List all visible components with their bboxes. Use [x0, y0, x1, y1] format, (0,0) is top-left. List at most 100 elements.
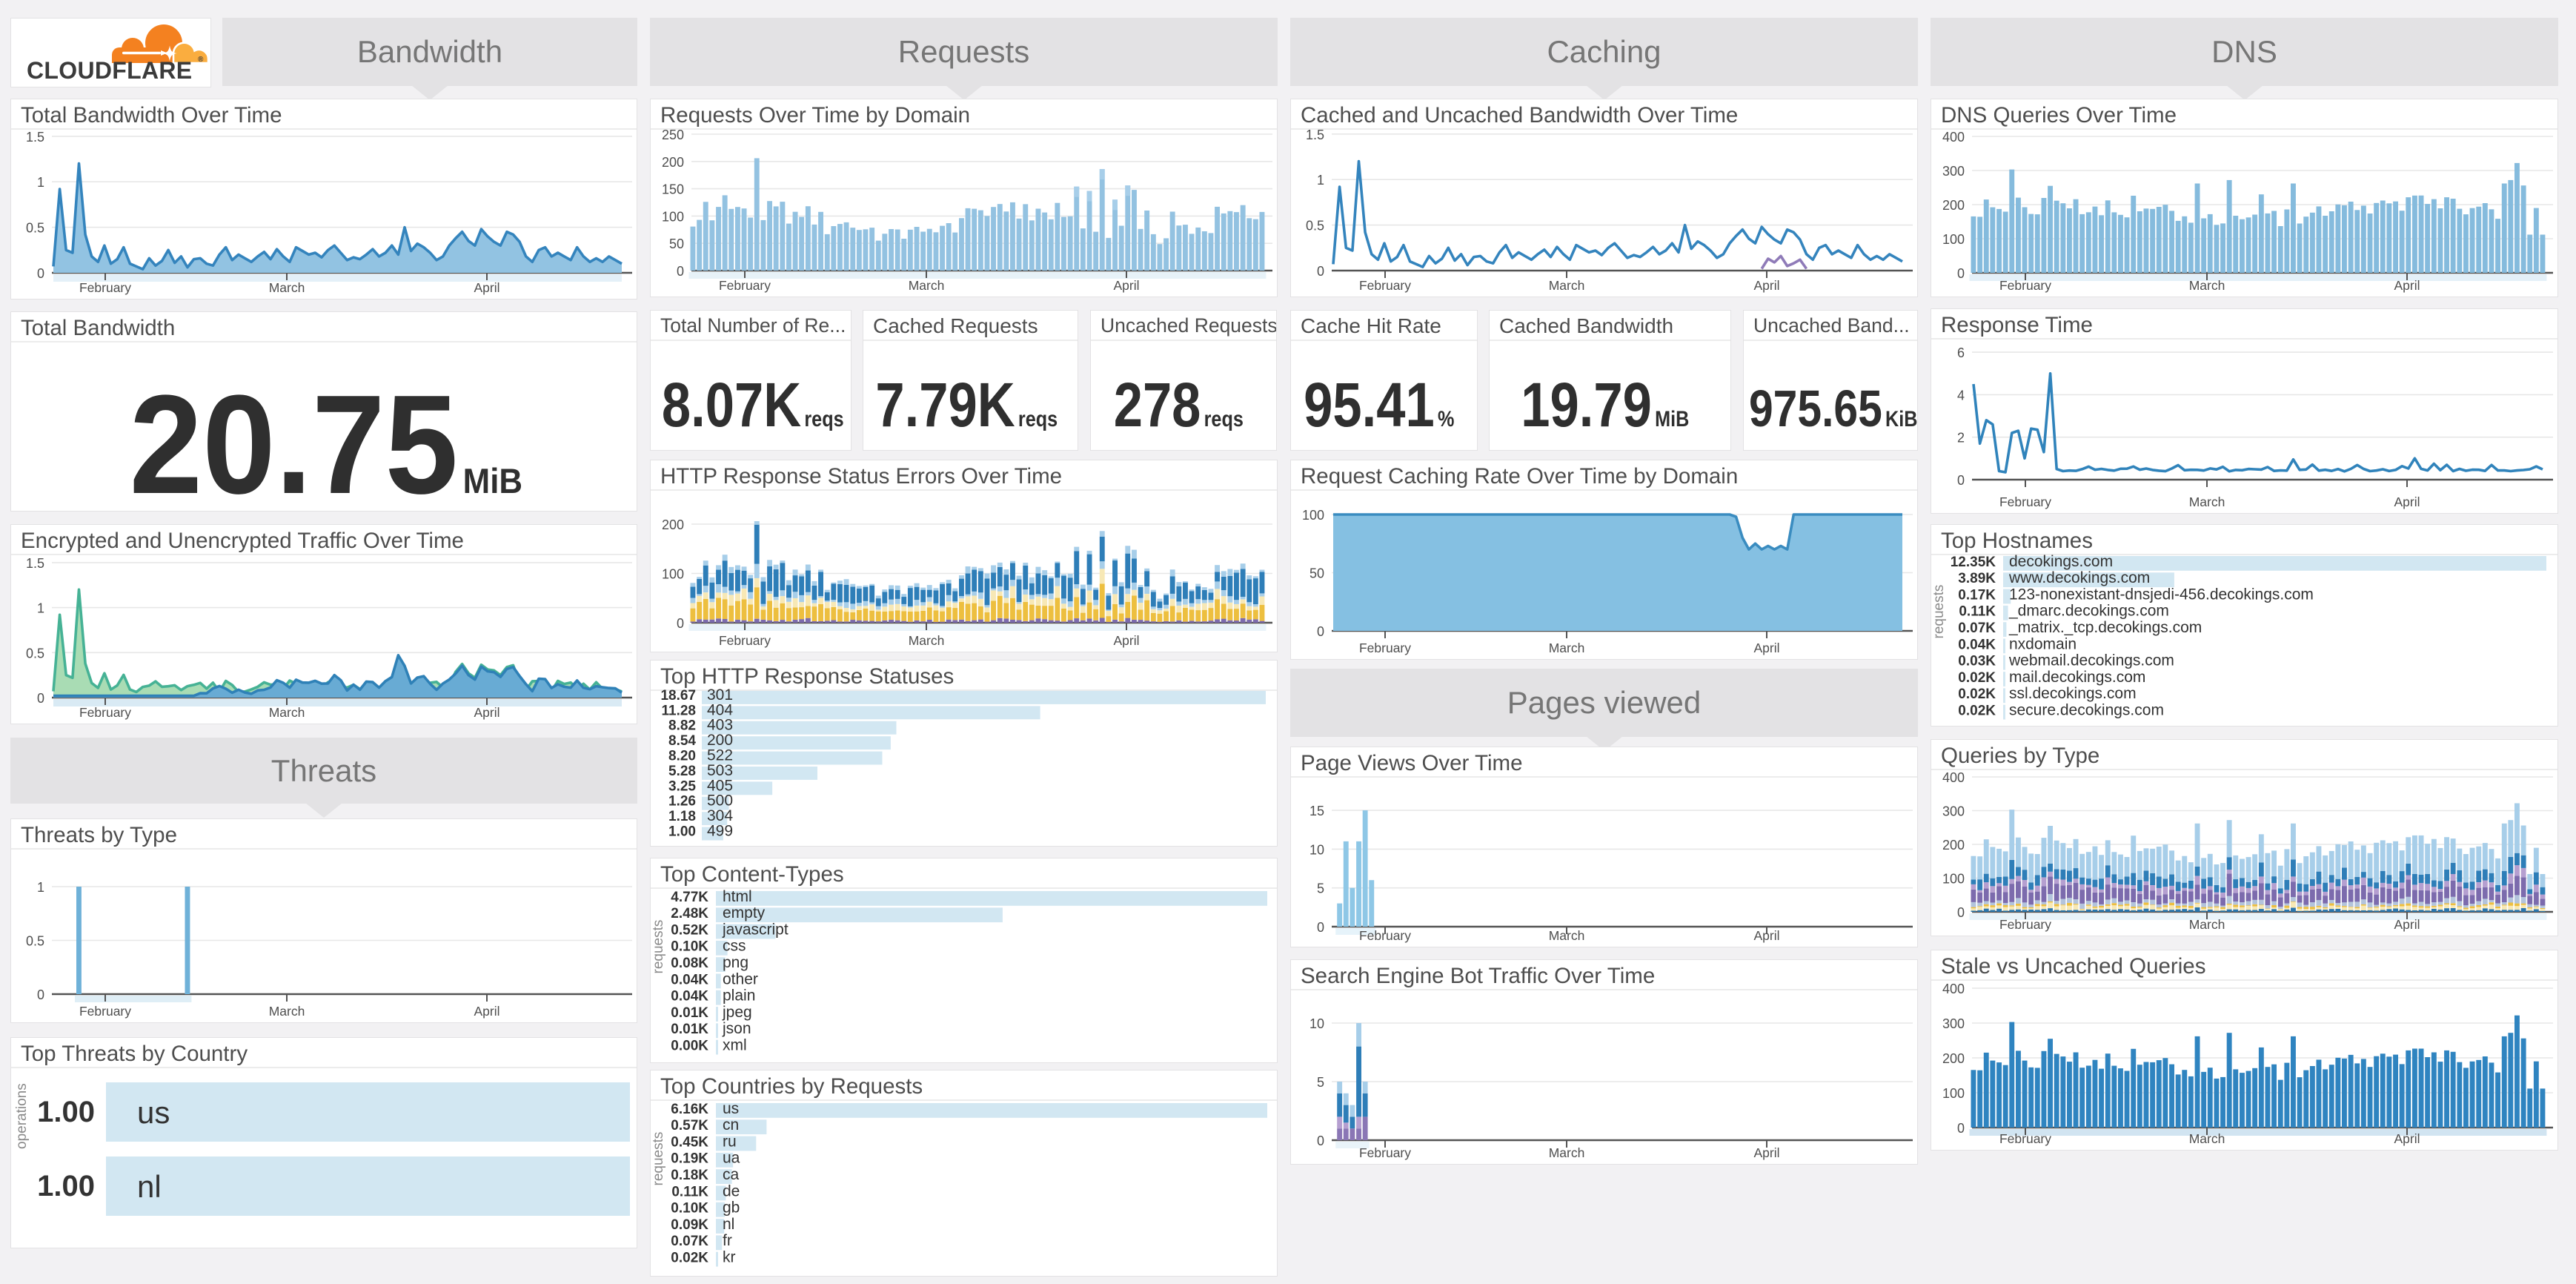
svg-text:12.35K: 12.35K [1951, 555, 1996, 570]
svg-text:2: 2 [1957, 431, 1965, 446]
svg-text:50: 50 [669, 236, 684, 251]
svg-text:503: 503 [707, 762, 733, 779]
svg-text:1.00: 1.00 [37, 1096, 95, 1128]
svg-text:®: ® [198, 56, 204, 64]
svg-text:0.04K: 0.04K [1958, 637, 1996, 652]
svg-text:10: 10 [1309, 1016, 1324, 1031]
svg-text:0: 0 [677, 616, 684, 631]
svg-text:0: 0 [1957, 905, 1965, 920]
svg-text:fr: fr [723, 1232, 732, 1249]
svg-text:300: 300 [1942, 1016, 1965, 1031]
svg-text:March: March [2189, 494, 2225, 509]
svg-text:April: April [1113, 278, 1139, 293]
svg-text:March: March [909, 278, 945, 293]
svg-text:www.decokings.com: www.decokings.com [2008, 569, 2150, 586]
svg-text:us: us [137, 1095, 170, 1130]
svg-text:cn: cn [723, 1116, 739, 1134]
svg-text:0: 0 [1957, 473, 1965, 488]
svg-text:March: March [2189, 917, 2225, 932]
svg-text:400: 400 [1942, 770, 1965, 785]
svg-text:jpeg: jpeg [722, 1004, 752, 1021]
svg-text:304: 304 [707, 807, 733, 824]
svg-text:_dmarc.decokings.com: _dmarc.decokings.com [2008, 603, 2169, 620]
svg-text:301: 301 [707, 686, 733, 704]
svg-text:0.5: 0.5 [26, 221, 44, 236]
svg-text:March: March [1549, 928, 1585, 943]
svg-text:April: April [2394, 917, 2420, 932]
svg-text:javascript: javascript [722, 921, 789, 938]
svg-text:0: 0 [1317, 1134, 1324, 1148]
svg-text:10: 10 [1309, 842, 1324, 857]
svg-text:200: 200 [1942, 1051, 1965, 1066]
svg-text:1: 1 [37, 880, 44, 895]
svg-text:xml: xml [723, 1037, 747, 1054]
svg-text:plain: plain [723, 987, 755, 1005]
svg-text:April: April [474, 705, 499, 720]
svg-text:html: html [723, 888, 752, 905]
svg-text:405: 405 [707, 777, 733, 794]
svg-text:ssl.decokings.com: ssl.decokings.com [2009, 685, 2137, 702]
svg-text:March: March [909, 633, 945, 648]
svg-text:February: February [1999, 1131, 2051, 1146]
svg-text:February: February [1999, 494, 2051, 509]
svg-text:1.00: 1.00 [668, 824, 696, 840]
svg-text:1: 1 [1317, 173, 1324, 188]
svg-text:400: 400 [1942, 982, 1965, 996]
svg-text:ru: ru [723, 1133, 737, 1150]
svg-text:2.48K: 2.48K [671, 906, 708, 921]
svg-text:_matrix._tcp.decokings.com: _matrix._tcp.decokings.com [2008, 619, 2202, 636]
svg-text:nl: nl [137, 1169, 162, 1204]
svg-text:11.28: 11.28 [662, 703, 697, 718]
svg-text:April: April [474, 1004, 499, 1019]
svg-text:1.26: 1.26 [668, 794, 696, 810]
svg-text:0.19K: 0.19K [671, 1151, 708, 1167]
svg-text:February: February [1999, 278, 2051, 293]
svg-text:0.18K: 0.18K [671, 1168, 708, 1183]
svg-text:0.01K: 0.01K [671, 1022, 708, 1037]
svg-text:CLOUDFLARE: CLOUDFLARE [27, 57, 192, 84]
svg-text:200: 200 [1942, 838, 1965, 853]
svg-text:0: 0 [677, 264, 684, 279]
svg-text:200: 200 [662, 517, 684, 532]
svg-text:April: April [2394, 1131, 2420, 1146]
svg-text:webmail.decokings.com: webmail.decokings.com [2008, 652, 2174, 669]
svg-text:1: 1 [37, 601, 44, 616]
svg-text:0.5: 0.5 [26, 934, 44, 949]
svg-text:ca: ca [723, 1166, 740, 1183]
svg-text:April: April [1753, 928, 1779, 943]
svg-text:April: April [2394, 494, 2420, 509]
svg-text:kr: kr [723, 1249, 736, 1266]
svg-text:1.00: 1.00 [37, 1170, 95, 1202]
svg-text:February: February [1359, 1145, 1411, 1160]
svg-text:March: March [2189, 278, 2225, 293]
svg-text:500: 500 [707, 792, 733, 810]
svg-text:March: March [1549, 1145, 1585, 1160]
svg-text:February: February [1359, 928, 1411, 943]
svg-text:522: 522 [707, 747, 733, 764]
svg-text:100: 100 [1942, 1086, 1965, 1101]
svg-text:200: 200 [1942, 198, 1965, 213]
svg-text:other: other [723, 970, 758, 987]
svg-text:json: json [722, 1020, 751, 1037]
svg-text:50: 50 [1309, 566, 1324, 581]
svg-text:6: 6 [1957, 345, 1965, 360]
svg-text:1: 1 [37, 175, 44, 190]
svg-text:0: 0 [1317, 920, 1324, 935]
svg-text:April: April [2394, 278, 2420, 293]
svg-text:0.10K: 0.10K [671, 939, 708, 955]
svg-text:100: 100 [1302, 508, 1324, 523]
svg-text:February: February [1359, 278, 1411, 293]
svg-text:nxdomain: nxdomain [2009, 635, 2077, 652]
svg-text:secure.decokings.com: secure.decokings.com [2009, 702, 2164, 719]
svg-text:0.45K: 0.45K [671, 1134, 708, 1150]
svg-text:requests: requests [1931, 585, 1947, 639]
svg-text:0: 0 [1317, 624, 1324, 639]
svg-text:0.02K: 0.02K [1958, 670, 1996, 686]
svg-text:0: 0 [37, 266, 44, 281]
svg-text:300: 300 [1942, 804, 1965, 819]
svg-text:March: March [1549, 278, 1585, 293]
svg-text:0.09K: 0.09K [671, 1217, 708, 1233]
svg-text:us: us [723, 1100, 739, 1117]
svg-text:April: April [1753, 278, 1779, 293]
svg-text:8.54: 8.54 [668, 733, 696, 749]
